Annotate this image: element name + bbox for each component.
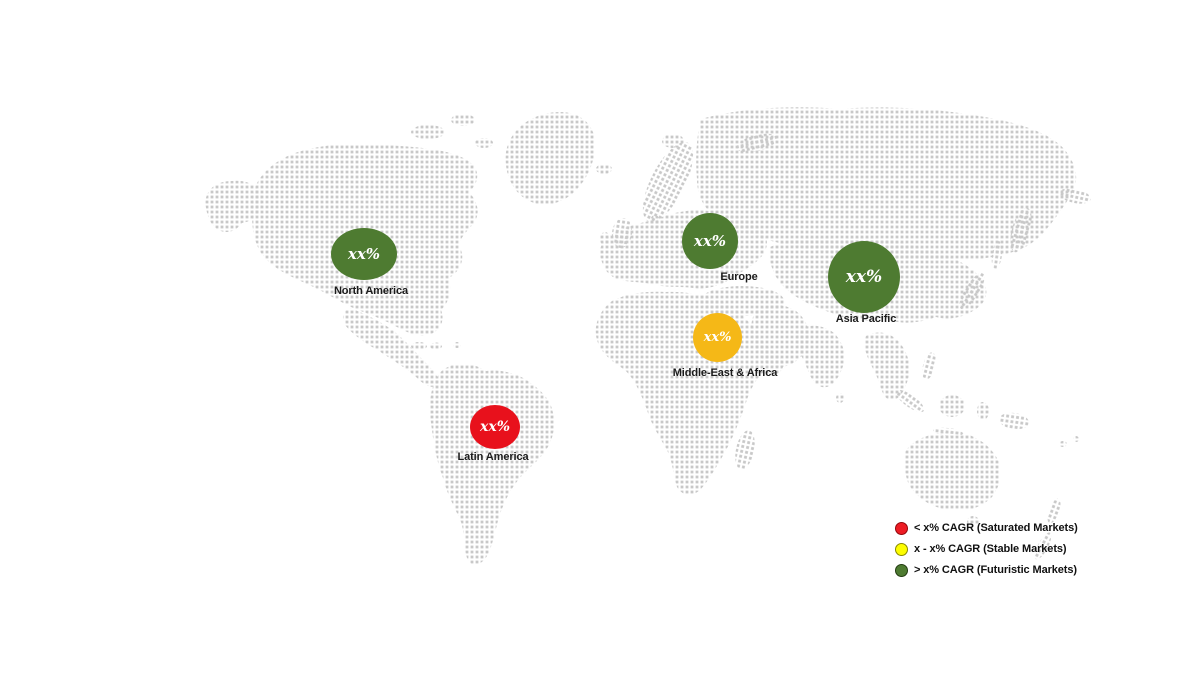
landmass-philippines — [922, 352, 936, 380]
landmass-borneo — [939, 395, 965, 417]
landmass-pacific-island — [1059, 441, 1067, 447]
landmass-pacific-island — [1073, 436, 1079, 442]
landmass-caribbean — [453, 342, 461, 348]
landmass-new-guinea — [999, 412, 1029, 430]
legend-item-futuristic: > x% CAGR (Futuristic Markets) — [895, 563, 1078, 577]
legend-item-saturated: < x% CAGR (Saturated Markets) — [895, 521, 1078, 535]
landmass-south-america — [429, 363, 555, 565]
region-label-north-america: North America — [333, 285, 409, 297]
legend-label-saturated: < x% CAGR (Saturated Markets) — [914, 522, 1078, 534]
landmass-kamchatka — [1010, 207, 1032, 253]
bubble-value-north-america: xx% — [347, 245, 381, 263]
bubble-value-europe: xx% — [693, 232, 727, 250]
legend-item-stable: x - x% CAGR (Stable Markets) — [895, 542, 1078, 556]
landmass-madagascar — [735, 430, 755, 470]
region-label-middle-east-africa: Middle-East & Africa — [672, 367, 778, 379]
landmass-chukotka — [1059, 188, 1091, 204]
bubble-europe: xx% — [682, 213, 738, 269]
landmass-ireland — [600, 232, 610, 246]
landmass-iceland — [596, 164, 612, 174]
landmass-svalbard — [662, 134, 684, 148]
bubble-middle-east-africa: xx% — [693, 313, 742, 362]
landmass-sulawesi — [977, 402, 989, 420]
landmass-japan — [959, 272, 985, 310]
landmass-arctic-island — [428, 152, 448, 162]
landmass-greenland — [505, 112, 596, 205]
landmass-indochina — [864, 332, 910, 401]
landmass-central-america — [342, 308, 439, 387]
region-label-latin-america: Latin America — [457, 451, 529, 463]
bubble-value-asia-pacific: xx% — [845, 267, 883, 287]
legend-yellow-dot-icon — [895, 542, 908, 556]
legend: < x% CAGR (Saturated Markets) x - x% CAG… — [895, 521, 1078, 584]
landmass-sakhalin — [991, 241, 1003, 269]
landmass-britain — [611, 218, 633, 248]
landmass-new-zealand-north — [1047, 498, 1061, 524]
bubble-value-middle-east-africa: xx% — [703, 330, 732, 345]
landmass-scandinavia — [642, 142, 694, 222]
region-label-europe: Europe — [720, 271, 758, 283]
bubble-north-america: xx% — [331, 228, 397, 280]
bubble-latin-america: xx% — [470, 405, 520, 449]
landmass-tasmania — [967, 516, 979, 526]
landmass-caribbean — [411, 342, 427, 350]
landmass-arabia — [751, 305, 810, 368]
landmass-arctic-island — [475, 138, 493, 148]
landmass-alaska — [205, 180, 263, 233]
landmass-arctic-island — [451, 114, 475, 126]
landmass-denmark — [650, 215, 660, 229]
landmass-siberia — [696, 107, 1077, 261]
legend-label-futuristic: > x% CAGR (Futuristic Markets) — [914, 564, 1077, 576]
landmass-australia — [903, 431, 1001, 511]
legend-green-dot-icon — [895, 563, 908, 577]
legend-label-stable: x - x% CAGR (Stable Markets) — [914, 543, 1067, 555]
landmass-caribbean — [430, 342, 442, 350]
landmass-sumatra — [895, 389, 925, 413]
landmass-arctic-island — [411, 125, 445, 139]
landmass-new-zealand-south — [1034, 532, 1052, 560]
landmass-sri-lanka — [836, 393, 844, 403]
legend-red-dot-icon — [895, 521, 908, 535]
landmass-india — [796, 325, 845, 388]
region-label-asia-pacific: Asia Pacific — [835, 313, 897, 325]
bubble-value-latin-america: xx% — [480, 419, 510, 435]
bubble-asia-pacific: xx% — [828, 241, 900, 313]
